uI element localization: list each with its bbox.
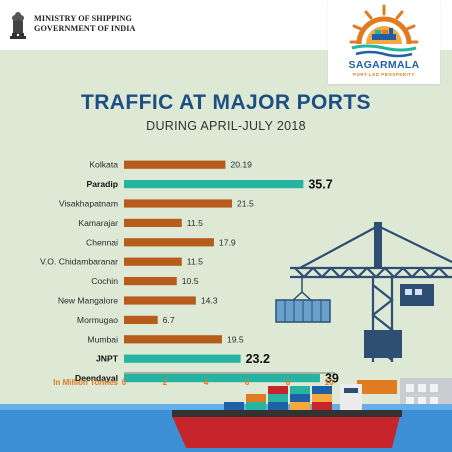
- bar-deendayal: [124, 374, 320, 383]
- category-label-v-o-chidambaranar: V.O. Chidambaranar: [40, 257, 118, 267]
- x-tick-labels: 0 2 4 6 8 10: [122, 378, 334, 387]
- category-label-paradip: Paradip: [86, 179, 118, 189]
- value-label-cochin: 10.5: [182, 276, 199, 286]
- x-tick-4: 4: [204, 378, 209, 387]
- value-labels: 20.19 35.7 21.5 11.5 17.9 11.5 10.514.3 6.7 19.5…: [163, 160, 339, 386]
- value-label-v-o-chidambaranar: 11.5: [187, 257, 203, 267]
- chart-title: TRAFFIC AT MAJOR PORTS: [81, 91, 371, 114]
- x-tick-0: 0: [122, 378, 127, 387]
- x-tick-2: 2: [163, 378, 168, 387]
- category-label-kamarajar: Kamarajar: [78, 218, 118, 228]
- sagarmala-logo: SAGARMALA PORT-LED PROSPERITY: [328, 0, 440, 84]
- bar-v-o-chidambaranar: [124, 257, 182, 266]
- x-tick-8: 8: [286, 378, 291, 387]
- logo-tagline: PORT-LED PROSPERITY: [352, 72, 415, 77]
- value-label-deendayal: 39: [325, 372, 339, 386]
- national-emblem-icon: [10, 12, 26, 39]
- category-label-mormugao: Mormugao: [77, 315, 118, 325]
- category-label-cochin: Cochin: [91, 276, 118, 286]
- x-axis-label: In Million Tonnes: [53, 378, 118, 387]
- chart-subtitle: DURING APRIL-JULY 2018: [146, 119, 306, 133]
- ministry-line-1: MINISTRY OF SHIPPING: [34, 14, 132, 23]
- bar-chart: Kolkata Paradip Visakhapatnam Kamarajar Chen…: [40, 160, 339, 387]
- value-label-visakhapatnam: 21.5: [237, 199, 254, 209]
- bar-cochin: [124, 277, 177, 286]
- value-label-paradip: 35.7: [308, 178, 332, 192]
- container-ship: [172, 384, 402, 448]
- x-tick-10: 10: [325, 378, 334, 387]
- ministry-name: MINISTRY OF SHIPPING GOVERNMENT OF INDIA: [34, 14, 136, 34]
- ministry-line-2: GOVERNMENT OF INDIA: [34, 24, 136, 33]
- bar-new-mangalore: [124, 296, 196, 305]
- category-label-kolkata: Kolkata: [89, 160, 118, 170]
- category-labels: Kolkata Paradip Visakhapatnam Kamarajar Chen…: [40, 160, 119, 383]
- bar-chennai: [124, 238, 214, 247]
- value-label-new-mangalore: 14.3: [201, 296, 218, 306]
- category-label-deendayal: Deendayal: [75, 373, 118, 383]
- value-label-mumbai: 19.5: [227, 334, 244, 344]
- value-label-mormugao: 6.7: [163, 315, 175, 325]
- bar-kamarajar: [124, 218, 182, 227]
- bars: [124, 160, 320, 383]
- bar-kolkata: [124, 160, 226, 169]
- category-label-visakhapatnam: Visakhapatnam: [59, 199, 118, 209]
- sea: [0, 404, 452, 452]
- bar-visakhapatnam: [124, 199, 233, 208]
- bar-mormugao: [124, 315, 158, 324]
- x-tick-6: 6: [245, 378, 250, 387]
- ship-wheel-icon: [349, 4, 419, 58]
- value-label-jnpt: 23.2: [246, 352, 270, 366]
- value-label-kolkata: 20.19: [230, 160, 252, 170]
- bar-mumbai: [124, 335, 222, 344]
- logo-wordmark: SAGARMALA: [348, 59, 420, 71]
- category-label-new-mangalore: New Mangalore: [58, 296, 118, 306]
- bar-paradip: [124, 180, 304, 189]
- bar-jnpt: [124, 354, 241, 363]
- category-label-jnpt: JNPT: [96, 354, 119, 364]
- category-label-mumbai: Mumbai: [87, 334, 118, 344]
- value-label-chennai: 17.9: [219, 237, 236, 247]
- category-label-chennai: Chennai: [86, 237, 118, 247]
- value-label-kamarajar: 11.5: [187, 218, 203, 228]
